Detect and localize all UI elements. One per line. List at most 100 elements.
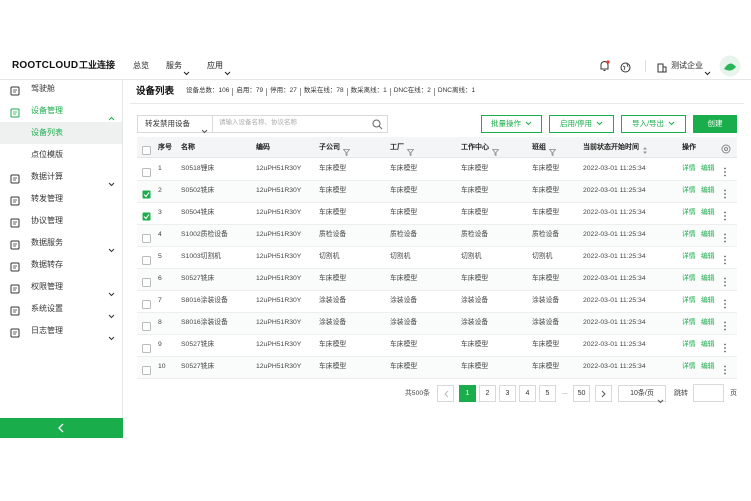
globe-icon[interactable] [620, 61, 631, 73]
table-cell: 涂装设备 [532, 297, 560, 304]
company-name[interactable]: 测试企业 [671, 61, 703, 70]
row-action[interactable]: 编辑 [701, 363, 715, 370]
row-action[interactable]: 详情 [682, 253, 696, 260]
more-icon[interactable] [723, 253, 727, 265]
filter-icon[interactable] [548, 144, 557, 157]
more-icon[interactable] [723, 363, 727, 375]
menu-item[interactable]: 权限管理 [31, 282, 63, 291]
table-cell: 6 [158, 275, 162, 282]
stat-separator [266, 88, 268, 96]
row-action[interactable]: 编辑 [701, 187, 715, 194]
checkbox[interactable] [142, 297, 151, 309]
page-button[interactable]: 1 [459, 385, 476, 402]
sort-icon-svg [643, 147, 647, 154]
more-icon[interactable] [723, 187, 727, 199]
chevron-svg [201, 129, 208, 134]
checkbox[interactable] [142, 209, 151, 221]
checkbox[interactable] [142, 363, 151, 375]
menu-item[interactable]: 协议管理 [31, 216, 63, 225]
menu-item[interactable]: 日志管理 [31, 326, 63, 335]
column-header: 序号 [158, 144, 172, 151]
filter-icon[interactable] [406, 144, 415, 157]
row-action[interactable]: 编辑 [701, 275, 715, 282]
search-icon[interactable] [372, 118, 383, 130]
row-action[interactable]: 详情 [682, 275, 696, 282]
row-action[interactable]: 详情 [682, 165, 696, 172]
more-icon[interactable] [723, 341, 727, 353]
menu-item[interactable]: 系统设置 [31, 304, 63, 313]
filter-icon[interactable] [342, 144, 351, 157]
row-action[interactable]: 详情 [682, 231, 696, 238]
checkbox[interactable] [142, 341, 151, 353]
toolbar-button[interactable]: 创建 [693, 115, 737, 133]
more-icon-svg [724, 189, 726, 199]
row-action[interactable]: 编辑 [701, 209, 715, 216]
checkbox[interactable] [142, 165, 151, 177]
page-button[interactable]: 2 [479, 385, 496, 402]
filter-icon[interactable] [491, 144, 500, 157]
row-action[interactable]: 详情 [682, 187, 696, 194]
menu-item[interactable]: 数据服务 [31, 238, 63, 247]
row-action[interactable]: 详情 [682, 297, 696, 304]
menu-item[interactable]: 驾驶舱 [31, 84, 55, 93]
checkbox[interactable] [142, 187, 151, 199]
table-cell: 切割机 [390, 253, 411, 260]
more-icon[interactable] [723, 231, 727, 243]
table-cell: 车床模型 [532, 363, 560, 370]
prev-button[interactable] [437, 385, 454, 402]
more-icon[interactable] [723, 275, 727, 287]
menu-item[interactable]: 转发管理 [31, 194, 63, 203]
table-row [137, 181, 737, 203]
search-input[interactable] [212, 115, 388, 133]
checkbox[interactable] [142, 143, 151, 155]
row-action[interactable]: 编辑 [701, 253, 715, 260]
toolbar-button[interactable]: 启用/停用 [549, 115, 614, 133]
menu-item[interactable]: 数据计算 [31, 172, 63, 181]
row-action[interactable]: 编辑 [701, 341, 715, 348]
row-action[interactable]: 编辑 [701, 319, 715, 326]
avatar[interactable] [719, 55, 741, 77]
nav-item[interactable]: 应用 [207, 61, 223, 70]
more-icon[interactable] [723, 297, 727, 309]
filter-label[interactable]: 转发禁用设备 [145, 119, 190, 128]
next-button[interactable] [595, 385, 612, 402]
jump-input[interactable] [693, 384, 724, 402]
page-button[interactable]: 4 [519, 385, 536, 402]
filter-select[interactable] [137, 115, 213, 133]
bell-icon[interactable] [599, 60, 610, 72]
menu-icon [10, 216, 20, 228]
chevron-svg [108, 292, 115, 297]
submenu-item[interactable]: 点位模版 [31, 150, 63, 159]
toolbar-button[interactable]: 导入/导出 [621, 115, 686, 133]
page-button[interactable]: 5 [539, 385, 556, 402]
collapse-button[interactable] [0, 418, 123, 438]
checkbox[interactable] [142, 253, 151, 265]
row-action[interactable]: 编辑 [701, 231, 715, 238]
more-icon[interactable] [723, 209, 727, 221]
settings-icon[interactable] [721, 142, 731, 154]
chevron-svg [704, 71, 711, 76]
checkbox[interactable] [142, 231, 151, 243]
menu-item[interactable]: 数据转存 [31, 260, 63, 269]
row-action[interactable]: 编辑 [701, 297, 715, 304]
page-button[interactable]: 50 [573, 385, 590, 402]
checkbox[interactable] [142, 275, 151, 287]
more-icon[interactable] [723, 319, 727, 331]
table-cell: S1002质检设备 [181, 231, 228, 238]
toolbar-button[interactable]: 批量操作 [481, 115, 542, 133]
submenu-item[interactable]: 设备列表 [31, 128, 63, 137]
menu-item[interactable]: 设备管理 [31, 106, 63, 115]
nav-item[interactable]: 服务 [166, 61, 182, 70]
page-size-select[interactable]: 10条/页 [618, 385, 666, 402]
checkbox[interactable] [142, 319, 151, 331]
row-action[interactable]: 详情 [682, 363, 696, 370]
row-action[interactable]: 详情 [682, 209, 696, 216]
page-button[interactable]: 3 [499, 385, 516, 402]
nav-item[interactable]: 总览 [133, 61, 149, 70]
chevron-svg [108, 336, 115, 341]
more-icon[interactable] [723, 165, 727, 177]
sort-icon[interactable] [642, 143, 648, 154]
row-action[interactable]: 详情 [682, 341, 696, 348]
row-action[interactable]: 详情 [682, 319, 696, 326]
row-action[interactable]: 编辑 [701, 165, 715, 172]
